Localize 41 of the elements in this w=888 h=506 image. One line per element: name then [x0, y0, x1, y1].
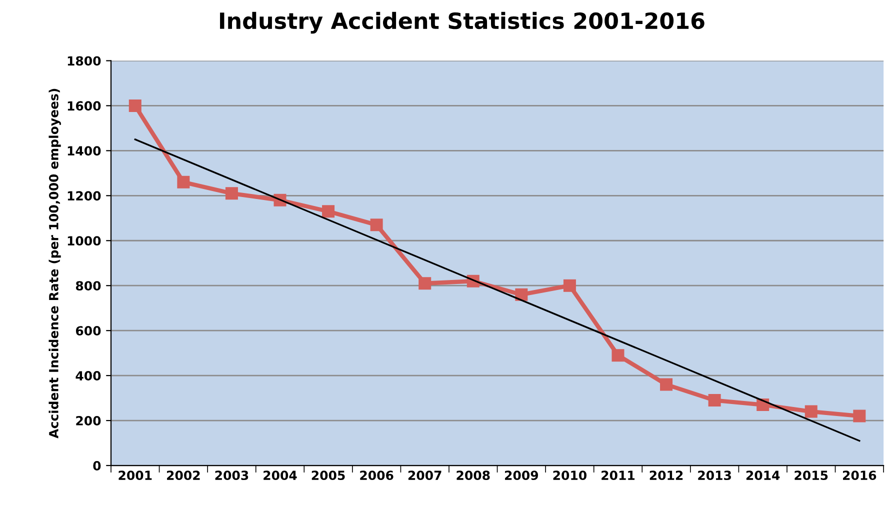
point — [515, 288, 528, 301]
x-tick-label: 2007 — [408, 470, 442, 480]
y-tick-label: 1400 — [68, 146, 101, 156]
chart-title: Industry Accident Statistics 2001-2016 — [220, 12, 704, 34]
y-tick-label: 400 — [76, 371, 101, 380]
point — [370, 218, 383, 232]
point — [853, 410, 866, 422]
point — [804, 405, 818, 418]
x-tick-label: 2012 — [650, 470, 683, 480]
x-tick-label: 2013 — [698, 470, 731, 480]
y-tick-label: 0 — [93, 460, 101, 470]
point — [660, 378, 673, 391]
y-tick-label: 1200 — [68, 191, 101, 201]
point — [177, 176, 190, 188]
x-tick-label: 2008 — [456, 470, 490, 480]
point — [322, 205, 335, 218]
x-tick-label: 2014 — [746, 470, 780, 480]
x-tick-label: 2010 — [553, 470, 587, 480]
y-tick-label: 1000 — [68, 236, 101, 246]
point — [128, 99, 142, 112]
x-tick-label: 2015 — [794, 470, 828, 480]
x-tick-label: 2001 — [118, 470, 152, 480]
x-tick-label: 2011 — [602, 470, 635, 480]
x-tick-label: 2004 — [264, 470, 297, 480]
point — [563, 279, 576, 292]
point — [418, 277, 432, 290]
x-tick-label: 2016 — [843, 470, 876, 480]
x-tick-label: 2003 — [215, 470, 248, 480]
y-tick-label: 1600 — [68, 101, 101, 111]
y-axis-title: Accident Incidence Rate (per 100,000 employees) — [48, 88, 61, 438]
y-tick-label: 800 — [76, 281, 101, 291]
y-tick-label: 200 — [76, 416, 101, 426]
x-tick-label: 2005 — [312, 470, 345, 480]
x-tick-label: 2009 — [505, 470, 538, 480]
point — [225, 187, 238, 200]
x-tick-label: 2002 — [167, 470, 200, 480]
x-tick-label: 2006 — [360, 470, 394, 480]
y-tick-label: 600 — [76, 326, 101, 336]
y-tick-label: 1800 — [68, 56, 101, 66]
point — [708, 394, 721, 407]
point — [612, 349, 624, 362]
